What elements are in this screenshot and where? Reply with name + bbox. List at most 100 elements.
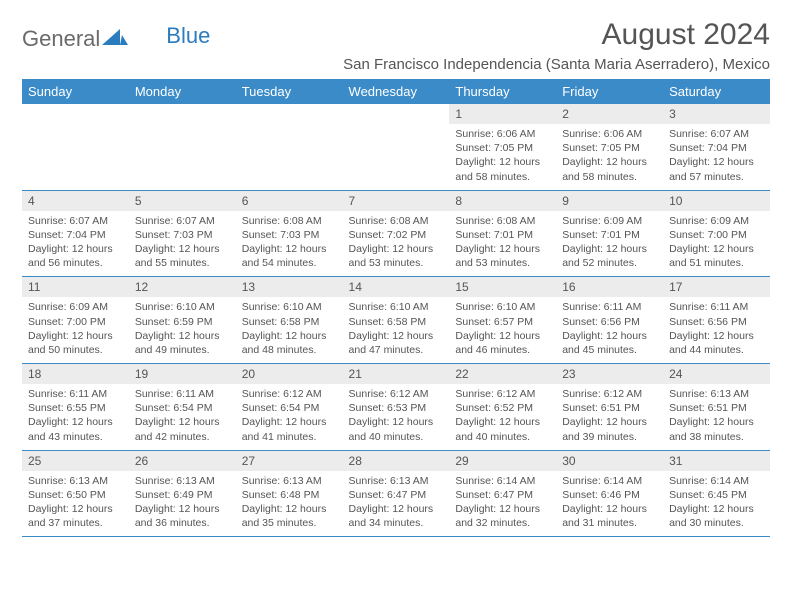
calendar-day-cell: 22Sunrise: 6:12 AM Sunset: 6:52 PM Dayli… xyxy=(449,364,556,451)
calendar-table: SundayMondayTuesdayWednesdayThursdayFrid… xyxy=(22,79,770,537)
day-details: Sunrise: 6:09 AM Sunset: 7:01 PM Dayligh… xyxy=(556,211,663,277)
day-details: Sunrise: 6:10 AM Sunset: 6:58 PM Dayligh… xyxy=(236,297,343,363)
day-details: Sunrise: 6:11 AM Sunset: 6:56 PM Dayligh… xyxy=(556,297,663,363)
day-details: Sunrise: 6:14 AM Sunset: 6:47 PM Dayligh… xyxy=(449,471,556,537)
day-number: 18 xyxy=(22,364,129,384)
page-title: August 2024 xyxy=(343,18,770,52)
title-block: August 2024 San Francisco Independencia … xyxy=(343,18,770,73)
calendar-day-cell: 23Sunrise: 6:12 AM Sunset: 6:51 PM Dayli… xyxy=(556,364,663,451)
day-details: Sunrise: 6:09 AM Sunset: 7:00 PM Dayligh… xyxy=(663,211,770,277)
location-subtitle: San Francisco Independencia (Santa Maria… xyxy=(343,56,770,73)
day-number: 7 xyxy=(343,191,450,211)
day-details: Sunrise: 6:08 AM Sunset: 7:02 PM Dayligh… xyxy=(343,211,450,277)
day-number: 5 xyxy=(129,191,236,211)
day-details: Sunrise: 6:07 AM Sunset: 7:04 PM Dayligh… xyxy=(663,124,770,190)
calendar-day-cell: 10Sunrise: 6:09 AM Sunset: 7:00 PM Dayli… xyxy=(663,190,770,277)
calendar-week-row: 18Sunrise: 6:11 AM Sunset: 6:55 PM Dayli… xyxy=(22,364,770,451)
calendar-week-row: 1Sunrise: 6:06 AM Sunset: 7:05 PM Daylig… xyxy=(22,104,770,190)
day-number: 11 xyxy=(22,277,129,297)
day-number: 22 xyxy=(449,364,556,384)
calendar-day-cell: 26Sunrise: 6:13 AM Sunset: 6:49 PM Dayli… xyxy=(129,450,236,537)
weekday-header: Monday xyxy=(129,79,236,104)
header: General Blue August 2024 San Francisco I… xyxy=(22,18,770,73)
day-details: Sunrise: 6:12 AM Sunset: 6:52 PM Dayligh… xyxy=(449,384,556,450)
calendar-day-cell: 27Sunrise: 6:13 AM Sunset: 6:48 PM Dayli… xyxy=(236,450,343,537)
calendar-day-cell: 12Sunrise: 6:10 AM Sunset: 6:59 PM Dayli… xyxy=(129,277,236,364)
day-details: Sunrise: 6:14 AM Sunset: 6:46 PM Dayligh… xyxy=(556,471,663,537)
calendar-day-cell: 16Sunrise: 6:11 AM Sunset: 6:56 PM Dayli… xyxy=(556,277,663,364)
brand-mark-icon xyxy=(102,27,128,52)
weekday-header: Friday xyxy=(556,79,663,104)
calendar-day-cell: 2Sunrise: 6:06 AM Sunset: 7:05 PM Daylig… xyxy=(556,104,663,190)
calendar-day-cell: 17Sunrise: 6:11 AM Sunset: 6:56 PM Dayli… xyxy=(663,277,770,364)
calendar-day-cell: 21Sunrise: 6:12 AM Sunset: 6:53 PM Dayli… xyxy=(343,364,450,451)
day-details: Sunrise: 6:10 AM Sunset: 6:57 PM Dayligh… xyxy=(449,297,556,363)
day-details: Sunrise: 6:13 AM Sunset: 6:49 PM Dayligh… xyxy=(129,471,236,537)
day-number: 2 xyxy=(556,104,663,124)
day-details: Sunrise: 6:08 AM Sunset: 7:01 PM Dayligh… xyxy=(449,211,556,277)
brand-name-a: General xyxy=(22,26,100,52)
day-details: Sunrise: 6:06 AM Sunset: 7:05 PM Dayligh… xyxy=(556,124,663,190)
day-number: 14 xyxy=(343,277,450,297)
calendar-day-cell: 29Sunrise: 6:14 AM Sunset: 6:47 PM Dayli… xyxy=(449,450,556,537)
calendar-day-cell: 20Sunrise: 6:12 AM Sunset: 6:54 PM Dayli… xyxy=(236,364,343,451)
calendar-day-cell: 1Sunrise: 6:06 AM Sunset: 7:05 PM Daylig… xyxy=(449,104,556,190)
calendar-day-cell: 24Sunrise: 6:13 AM Sunset: 6:51 PM Dayli… xyxy=(663,364,770,451)
day-details: Sunrise: 6:07 AM Sunset: 7:04 PM Dayligh… xyxy=(22,211,129,277)
day-number: 20 xyxy=(236,364,343,384)
day-number: 3 xyxy=(663,104,770,124)
calendar-day-cell: 25Sunrise: 6:13 AM Sunset: 6:50 PM Dayli… xyxy=(22,450,129,537)
weekday-header: Sunday xyxy=(22,79,129,104)
day-number: 10 xyxy=(663,191,770,211)
day-number: 13 xyxy=(236,277,343,297)
calendar-day-cell: 30Sunrise: 6:14 AM Sunset: 6:46 PM Dayli… xyxy=(556,450,663,537)
day-details: Sunrise: 6:12 AM Sunset: 6:51 PM Dayligh… xyxy=(556,384,663,450)
day-details: Sunrise: 6:10 AM Sunset: 6:58 PM Dayligh… xyxy=(343,297,450,363)
day-number: 28 xyxy=(343,451,450,471)
day-details: Sunrise: 6:11 AM Sunset: 6:55 PM Dayligh… xyxy=(22,384,129,450)
day-details: Sunrise: 6:14 AM Sunset: 6:45 PM Dayligh… xyxy=(663,471,770,537)
calendar-day-cell: 18Sunrise: 6:11 AM Sunset: 6:55 PM Dayli… xyxy=(22,364,129,451)
calendar-day-cell: 4Sunrise: 6:07 AM Sunset: 7:04 PM Daylig… xyxy=(22,190,129,277)
day-number: 31 xyxy=(663,451,770,471)
calendar-day-cell: 7Sunrise: 6:08 AM Sunset: 7:02 PM Daylig… xyxy=(343,190,450,277)
calendar-day-cell: 6Sunrise: 6:08 AM Sunset: 7:03 PM Daylig… xyxy=(236,190,343,277)
brand-name-b: Blue xyxy=(166,23,210,49)
calendar-day-cell xyxy=(22,104,129,190)
calendar-day-cell: 15Sunrise: 6:10 AM Sunset: 6:57 PM Dayli… xyxy=(449,277,556,364)
day-number: 4 xyxy=(22,191,129,211)
day-number: 1 xyxy=(449,104,556,124)
day-number: 8 xyxy=(449,191,556,211)
calendar-day-cell xyxy=(129,104,236,190)
day-details: Sunrise: 6:13 AM Sunset: 6:51 PM Dayligh… xyxy=(663,384,770,450)
day-details: Sunrise: 6:09 AM Sunset: 7:00 PM Dayligh… xyxy=(22,297,129,363)
day-number: 12 xyxy=(129,277,236,297)
day-number: 16 xyxy=(556,277,663,297)
day-details: Sunrise: 6:12 AM Sunset: 6:54 PM Dayligh… xyxy=(236,384,343,450)
calendar-day-cell: 19Sunrise: 6:11 AM Sunset: 6:54 PM Dayli… xyxy=(129,364,236,451)
calendar-day-cell: 9Sunrise: 6:09 AM Sunset: 7:01 PM Daylig… xyxy=(556,190,663,277)
day-details: Sunrise: 6:13 AM Sunset: 6:48 PM Dayligh… xyxy=(236,471,343,537)
calendar-day-cell xyxy=(236,104,343,190)
day-details: Sunrise: 6:07 AM Sunset: 7:03 PM Dayligh… xyxy=(129,211,236,277)
day-number: 9 xyxy=(556,191,663,211)
calendar-day-cell: 31Sunrise: 6:14 AM Sunset: 6:45 PM Dayli… xyxy=(663,450,770,537)
day-number: 26 xyxy=(129,451,236,471)
calendar-week-row: 25Sunrise: 6:13 AM Sunset: 6:50 PM Dayli… xyxy=(22,450,770,537)
day-number: 17 xyxy=(663,277,770,297)
day-number: 29 xyxy=(449,451,556,471)
calendar-day-cell xyxy=(343,104,450,190)
calendar-day-cell: 8Sunrise: 6:08 AM Sunset: 7:01 PM Daylig… xyxy=(449,190,556,277)
day-number: 6 xyxy=(236,191,343,211)
day-number: 24 xyxy=(663,364,770,384)
day-details: Sunrise: 6:12 AM Sunset: 6:53 PM Dayligh… xyxy=(343,384,450,450)
calendar-day-cell: 13Sunrise: 6:10 AM Sunset: 6:58 PM Dayli… xyxy=(236,277,343,364)
day-details: Sunrise: 6:10 AM Sunset: 6:59 PM Dayligh… xyxy=(129,297,236,363)
calendar-day-cell: 28Sunrise: 6:13 AM Sunset: 6:47 PM Dayli… xyxy=(343,450,450,537)
day-details: Sunrise: 6:11 AM Sunset: 6:56 PM Dayligh… xyxy=(663,297,770,363)
calendar-day-cell: 11Sunrise: 6:09 AM Sunset: 7:00 PM Dayli… xyxy=(22,277,129,364)
calendar-week-row: 11Sunrise: 6:09 AM Sunset: 7:00 PM Dayli… xyxy=(22,277,770,364)
day-details: Sunrise: 6:13 AM Sunset: 6:50 PM Dayligh… xyxy=(22,471,129,537)
day-number: 30 xyxy=(556,451,663,471)
day-number: 25 xyxy=(22,451,129,471)
